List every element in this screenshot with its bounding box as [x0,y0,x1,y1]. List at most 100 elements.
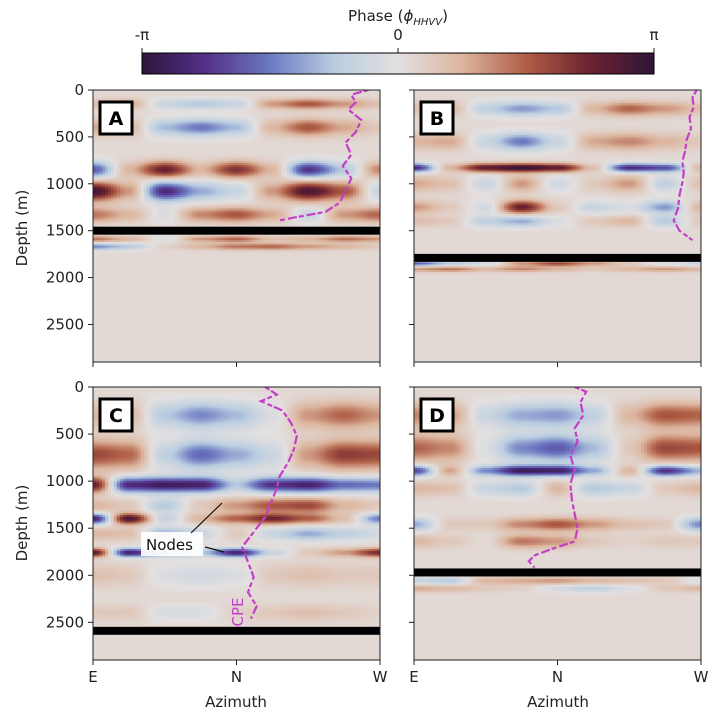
heatmap-cell [125,193,130,196]
heatmap-cell [365,155,369,159]
heatmap-cell [374,133,378,136]
heatmap-cell [101,193,106,196]
heatmap-cell [296,135,300,138]
heatmap-cell [281,133,285,136]
heatmap-cell [350,118,354,121]
heatmap-cell [326,185,330,189]
heatmap-cell [275,176,279,179]
heatmap-cell [185,99,190,102]
heatmap-cell [266,97,270,100]
heatmap-cell [353,105,357,108]
heatmap-cell [278,127,282,130]
heatmap-cell [365,133,369,136]
heatmap-cell [218,120,223,123]
heatmap-cell [263,200,267,204]
heatmap-cell [197,163,202,166]
heatmap-cell [341,112,345,115]
heatmap-cell [323,183,327,187]
heatmap-cell [236,159,241,162]
heatmap-cell [245,106,250,110]
heatmap-cell [224,105,229,108]
heatmap-cell [296,189,300,192]
heatmap-cell [287,161,291,164]
heatmap-cell [143,202,148,206]
heatmap-cell [260,129,265,132]
heatmap-cell [206,202,211,206]
heatmap-cell [197,138,202,142]
heatmap-cell [233,165,238,168]
heatmap-cell [293,99,297,102]
heatmap-cell [302,131,306,134]
heatmap-cell [311,185,315,189]
heatmap-cell [347,105,351,108]
heatmap-cell [263,127,267,130]
heatmap-cell [311,163,315,166]
heatmap-cell [239,155,244,159]
heatmap-cell [230,103,235,106]
heatmap-cell [134,168,139,172]
heatmap-cell [377,172,380,176]
heatmap-cell [93,174,97,177]
heatmap-cell [206,138,211,142]
heatmap-cell [206,153,211,157]
heatmap-cell [368,95,372,99]
heatmap-cell [248,127,253,130]
heatmap-cell [284,125,288,129]
heatmap-cell [218,170,223,174]
heatmap-cell [344,165,348,168]
heatmap-cell [131,153,136,157]
heatmap-cell [371,155,375,159]
heatmap-cell [191,103,196,106]
heatmap-cell [224,193,229,196]
heatmap-cell [362,168,366,172]
heatmap-cell [269,189,273,192]
heatmap-cell [296,103,300,106]
heatmap-cell [377,110,380,114]
heatmap-cell [131,176,136,179]
heatmap-cell [293,202,297,206]
heatmap-cell [377,166,380,170]
heatmap-cell [299,97,303,100]
heatmap-cell [188,110,193,114]
heatmap-cell [353,112,357,115]
heatmap-cell [272,157,276,161]
heatmap-cell [251,176,256,179]
heatmap-cell [299,187,303,191]
heatmap-cell [281,176,285,179]
heatmap-cell [128,174,133,177]
heatmap-cell [161,174,166,177]
heatmap-cell [224,170,229,174]
heatmap-cell [242,103,247,106]
heatmap-cell [275,189,279,192]
heatmap-cell [326,196,330,200]
heatmap-cell [170,127,175,130]
heatmap-cell [302,191,306,194]
heatmap-cell [272,116,276,119]
heatmap-cell [245,121,250,125]
heatmap-cell [182,112,187,115]
heatmap-cell [332,140,336,144]
heatmap-cell [263,170,267,174]
heatmap-cell [143,157,148,161]
heatmap-cell [149,112,154,115]
heatmap-cell [314,183,318,187]
heatmap-cell [218,187,223,191]
heatmap-cell [203,196,208,200]
heatmap-cell [194,112,199,115]
heatmap-cell [266,120,270,123]
heatmap-cell [158,133,163,136]
heatmap-cell [116,191,121,194]
heatmap-cell [95,185,100,189]
heatmap-cell [197,105,202,108]
heatmap-cell [134,136,139,140]
heatmap-cell [176,157,181,161]
heatmap-cell [185,135,190,138]
heatmap-cell [344,155,348,159]
heatmap-cell [209,161,214,164]
heatmap-cell [188,95,193,99]
heatmap-cell [311,114,315,117]
heatmap-cell [293,189,297,192]
heatmap-cell [317,110,321,114]
heatmap-cell [350,202,354,206]
heatmap-cell [215,133,220,136]
